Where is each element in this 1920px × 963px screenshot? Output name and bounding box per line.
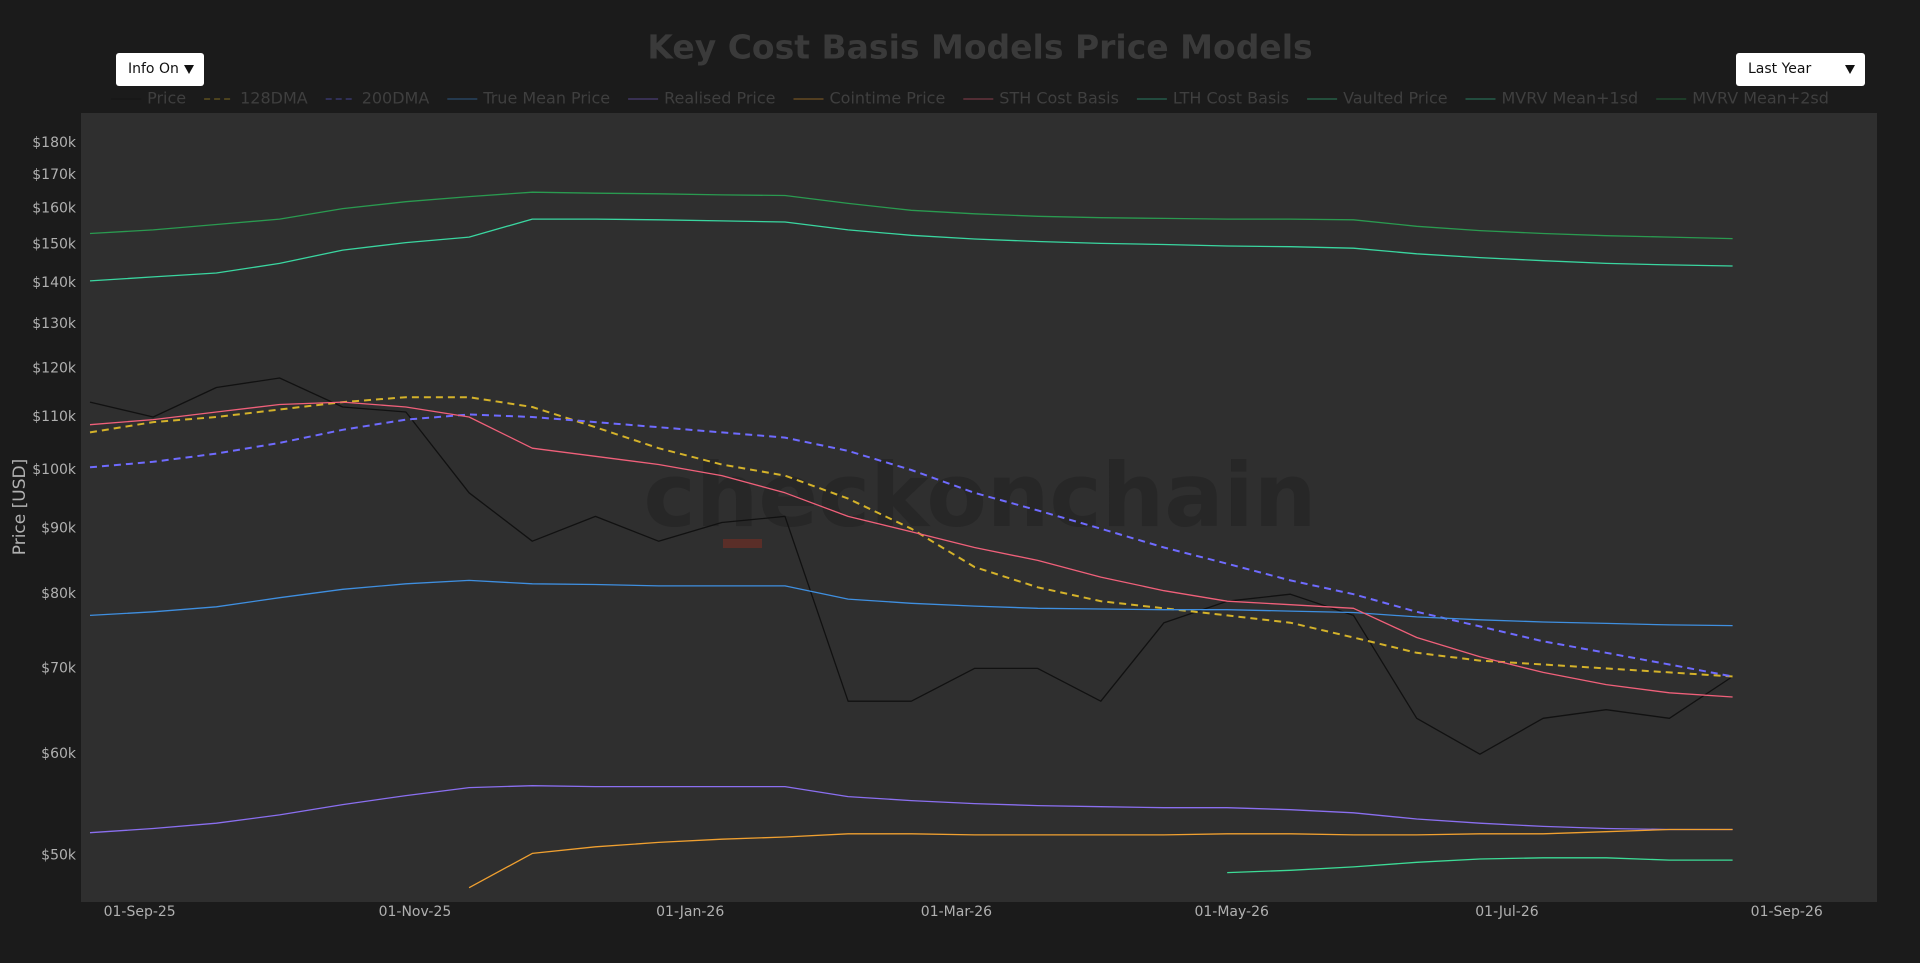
legend-item: STH Cost Basis xyxy=(963,89,1119,108)
legend-item: 200DMA xyxy=(325,89,430,108)
y-tick-label: $100k xyxy=(32,462,77,478)
legend-label: MVRV Mean+2sd xyxy=(1692,89,1829,108)
legend-item: MVRV Mean+1sd xyxy=(1465,89,1639,108)
chart-title: Key Cost Basis Models Price Models xyxy=(647,28,1312,67)
series-line xyxy=(89,413,1733,678)
y-tick-label: $120k xyxy=(32,361,77,377)
x-tick-label: 01-Jan-26 xyxy=(656,904,724,920)
legend-label: Cointime Price xyxy=(830,89,946,108)
legend-item: Cointime Price xyxy=(793,89,946,108)
watermark-accent xyxy=(723,539,762,548)
legend-item: LTH Cost Basis xyxy=(1136,89,1289,108)
legend-label: Realised Price xyxy=(664,89,775,108)
x-tick-label: 01-Nov-25 xyxy=(379,904,452,920)
y-tick-label: $150k xyxy=(32,236,77,252)
plot xyxy=(89,191,1733,889)
legend-label: STH Cost Basis xyxy=(999,89,1119,108)
y-tick-label: $50k xyxy=(41,848,77,864)
series-line xyxy=(89,191,1733,240)
info-dropdown[interactable]: Info On xyxy=(116,53,204,86)
legend-label: Vaulted Price xyxy=(1343,89,1447,108)
series-line xyxy=(89,377,1733,755)
y-tick-label: $70k xyxy=(41,660,77,676)
plot-area xyxy=(81,113,1877,902)
x-tick-label: 01-Sep-26 xyxy=(1751,904,1823,920)
legend-label: LTH Cost Basis xyxy=(1173,89,1289,108)
series-line xyxy=(89,396,1733,678)
legend-item: True Mean Price xyxy=(447,89,610,108)
watermark: checkonchain xyxy=(644,444,1317,547)
x-tick-label: 01-Sep-25 xyxy=(104,904,176,920)
y-axis-title: Price [USD] xyxy=(10,459,30,555)
y-tick-label: $80k xyxy=(41,586,77,602)
x-tick-label: 01-May-26 xyxy=(1194,904,1269,920)
series-line xyxy=(89,401,1733,698)
y-tick-label: $170k xyxy=(32,167,77,183)
range-dropdown[interactable]: Last Year xyxy=(1736,53,1865,86)
series-line xyxy=(89,785,1733,834)
y-tick-label: $160k xyxy=(32,201,77,217)
x-tick-label: 01-Jul-26 xyxy=(1475,904,1538,920)
y-tick-label: $130k xyxy=(32,316,77,332)
legend-item: Vaulted Price xyxy=(1307,89,1448,108)
y-tick-label: $110k xyxy=(32,409,77,425)
series-line xyxy=(89,218,1733,282)
legend-label: True Mean Price xyxy=(482,89,610,108)
legend-label: 128DMA xyxy=(240,89,308,108)
legend-item: MVRV Mean+2sd xyxy=(1656,89,1829,108)
legend-item: 128DMA xyxy=(204,89,308,108)
y-tick-label: $140k xyxy=(32,275,77,291)
legend-item: Price xyxy=(111,89,186,108)
x-tick-label: 01-Mar-26 xyxy=(921,904,992,920)
legend-label: Price xyxy=(147,89,186,108)
series-line xyxy=(1227,857,1733,874)
y-tick-label: $180k xyxy=(32,135,77,151)
legend-item: Realised Price xyxy=(628,89,775,108)
y-tick-label: $60k xyxy=(41,746,77,762)
series-line xyxy=(89,579,1733,627)
legend-label: 200DMA xyxy=(362,89,430,108)
legend: Price 128DMA 200DMA True Mean Price Realised… xyxy=(111,89,1829,108)
legend-label: MVRV Mean+1sd xyxy=(1502,89,1639,108)
series-line xyxy=(468,828,1733,889)
y-tick-label: $90k xyxy=(41,521,77,537)
